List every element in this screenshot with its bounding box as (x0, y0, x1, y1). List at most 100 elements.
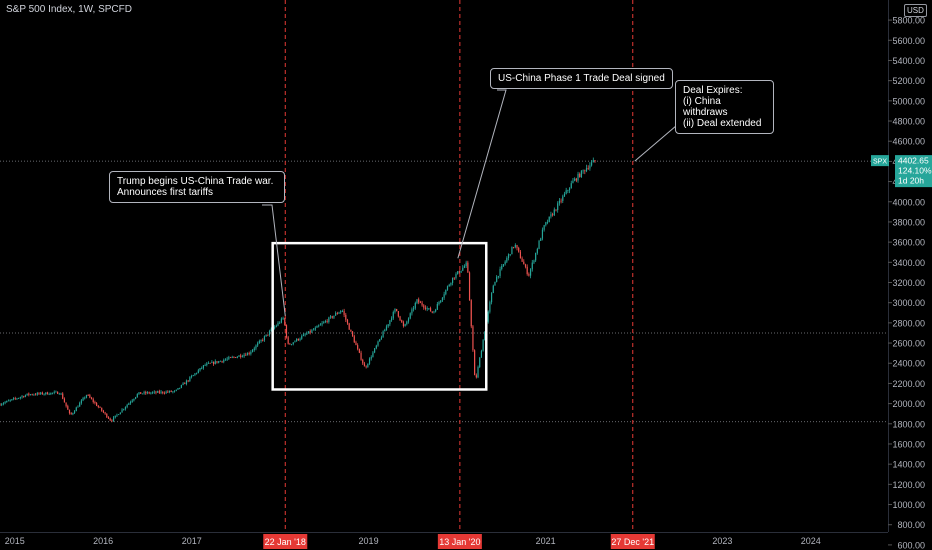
candle-body (552, 214, 554, 216)
candle-body (297, 338, 299, 341)
candle-body (582, 170, 584, 172)
candle-body (550, 214, 552, 217)
candle-body (62, 393, 64, 399)
candle-body (321, 323, 323, 325)
candle-body (579, 173, 581, 178)
callout-phase1-deal: US-China Phase 1 Trade Deal signed (490, 68, 673, 89)
candle-body (548, 216, 550, 222)
candle-body (209, 362, 211, 364)
candle-body (565, 190, 567, 194)
candle-body (353, 336, 355, 343)
candle-body (311, 330, 313, 333)
candle-body (238, 355, 240, 357)
candle-body (507, 254, 510, 259)
candle-body (172, 391, 174, 393)
candle-body (231, 357, 233, 358)
candle-body (502, 264, 505, 266)
y-tick-label: 2400.00 (892, 359, 925, 369)
candle-body (221, 360, 223, 362)
candle-body (94, 402, 96, 404)
candle-body (446, 286, 449, 290)
pointer-trade-war (262, 204, 286, 316)
y-tick-label: 2800.00 (892, 318, 925, 328)
candle-body (133, 398, 135, 401)
candle-body (499, 269, 501, 276)
candle-body (423, 305, 425, 308)
candle-body (146, 392, 149, 394)
candle-body (480, 350, 483, 358)
candle-body (50, 392, 52, 395)
candle-body (384, 329, 386, 332)
candle-body (58, 393, 60, 395)
candle-body (592, 160, 594, 163)
candle-body (319, 324, 321, 326)
candle-body (104, 412, 106, 414)
candle-body (279, 322, 281, 324)
candle-body (150, 392, 152, 394)
candle-body (482, 340, 484, 351)
y-tick-label: 2000.00 (892, 399, 925, 409)
candle-body (372, 352, 374, 358)
candle-body (229, 357, 232, 359)
candle-body (475, 375, 477, 378)
candle-body (414, 302, 416, 309)
candle-body (2, 403, 4, 405)
candle-body (111, 420, 113, 422)
candle-body (216, 361, 218, 363)
candle-body (182, 383, 184, 385)
candle-body (416, 299, 418, 303)
candle-body (251, 350, 254, 352)
chart-title: S&P 500 Index, 1W, SPCFD (6, 4, 132, 15)
candle-body (114, 415, 116, 418)
currency-badge[interactable]: USD (904, 4, 927, 17)
candle-body (375, 345, 377, 349)
candle-body (170, 390, 172, 392)
candle-body (441, 297, 444, 301)
candle-body (424, 307, 427, 309)
candlestick-series (0, 157, 596, 423)
candle-body (28, 393, 30, 395)
candle-body (207, 362, 210, 364)
candle-body (214, 361, 216, 364)
candle-body (529, 269, 532, 276)
candle-body (418, 299, 420, 303)
y-tick-label: 3400.00 (892, 258, 925, 268)
candle-body (506, 258, 508, 262)
candle-body (528, 274, 530, 276)
candle-body (79, 403, 81, 407)
candle-body (355, 342, 357, 346)
y-tick-label: 3800.00 (892, 217, 925, 227)
candle-body (472, 326, 474, 351)
event-date-label: 27 Dec '21 (611, 537, 654, 547)
candle-body (438, 302, 440, 304)
candle-body (202, 365, 205, 368)
candle-body (87, 395, 89, 396)
y-tick-label: 5800.00 (892, 16, 925, 26)
candle-body (124, 407, 127, 409)
candle-body (329, 316, 332, 318)
candle-body (250, 351, 252, 354)
candle-body (287, 337, 289, 344)
change-label: 124.10% (898, 166, 932, 176)
candle-body (382, 331, 384, 338)
candle-body (226, 358, 228, 360)
candle-body (343, 310, 345, 315)
candle-body (523, 261, 525, 265)
candle-body (41, 392, 43, 395)
candle-body (23, 396, 25, 398)
candle-body (12, 398, 15, 400)
candle-body (236, 356, 238, 358)
candle-body (351, 331, 354, 337)
y-tick-label: 800.00 (897, 520, 925, 530)
candle-body (497, 275, 499, 277)
candle-body (496, 276, 498, 282)
candle-body (531, 262, 533, 270)
candle-body (358, 348, 360, 353)
price-badge (895, 155, 932, 188)
candle-body (107, 417, 110, 419)
candle-body (34, 394, 37, 396)
candle-body (406, 321, 408, 325)
candle-body (294, 341, 296, 343)
y-tick-label: 4800.00 (892, 117, 925, 127)
